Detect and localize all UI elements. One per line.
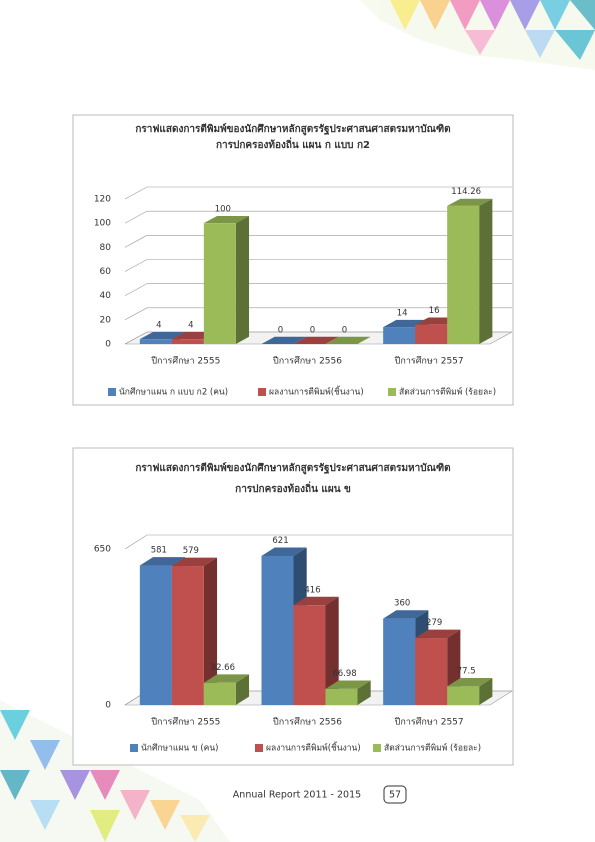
bar-top — [447, 198, 493, 206]
data-label: 114.26 — [451, 187, 481, 197]
grid-line — [124, 259, 512, 272]
x-tick-label: ปีการศึกษา 2556 — [273, 717, 342, 728]
bar-top — [261, 336, 307, 344]
y-tick-label: 80 — [100, 243, 112, 253]
y-tick-label: 120 — [94, 195, 111, 205]
bar-side — [203, 557, 218, 705]
y-tick-label: 650 — [94, 545, 111, 555]
bar — [261, 555, 294, 705]
data-label: 66.98 — [332, 669, 356, 679]
page-number: 57 — [389, 790, 401, 801]
footer-text: Annual Report 2011 - 2015 — [233, 790, 361, 801]
bar-side — [479, 678, 493, 705]
y-tick-label: 20 — [100, 315, 112, 325]
legend-label: นักศึกษาแผน ก แบบ ก2 (คน) — [119, 388, 228, 398]
bar-top — [139, 557, 186, 566]
bar — [171, 566, 204, 705]
chart-subtitle: การปกครองท้องถิ่น แผน ข — [235, 481, 351, 495]
data-label: 77.5 — [457, 667, 476, 677]
bar-top — [415, 629, 461, 639]
bar-top — [139, 331, 186, 340]
grid-line — [124, 210, 512, 224]
grid-line — [124, 307, 512, 321]
bar — [139, 565, 172, 705]
bar-side — [479, 198, 493, 344]
bar-top — [261, 547, 307, 556]
bar — [383, 327, 416, 344]
y-tick-label: 60 — [100, 267, 112, 277]
bar — [415, 324, 448, 344]
data-label: 16 — [429, 306, 440, 316]
x-tick-label: ปีการศึกษา 2557 — [395, 717, 464, 728]
data-label: 0 — [278, 325, 283, 335]
bar-top — [447, 678, 493, 687]
data-label: 581 — [151, 546, 167, 556]
legend-label: นักศึกษาแผน ข (คน) — [141, 744, 219, 754]
x-tick-label: ปีการศึกษา 2556 — [273, 356, 342, 367]
bar — [415, 638, 448, 705]
data-label: 621 — [272, 536, 288, 546]
bar — [383, 618, 416, 705]
y-tick-label: 40 — [100, 291, 112, 301]
data-label: 100 — [215, 204, 231, 214]
page-number-box — [383, 785, 407, 804]
bar-top — [325, 680, 371, 689]
legend-swatch — [258, 388, 266, 396]
bar-top — [293, 596, 339, 606]
y-tick-label: 100 — [94, 219, 111, 229]
bar-side — [357, 680, 371, 705]
legend-swatch — [373, 744, 381, 752]
bar — [447, 686, 480, 705]
y-tick-label: 0 — [105, 701, 111, 711]
bar-top — [383, 610, 429, 619]
bar-side — [235, 215, 250, 344]
data-label: 279 — [426, 618, 442, 628]
legend-swatch — [255, 744, 263, 752]
legend-label: สัดส่วนการตีพิมพ์ (ร้อยละ) — [399, 387, 496, 398]
data-label: 4 — [188, 320, 193, 330]
bar — [203, 223, 236, 344]
legend-swatch — [130, 744, 138, 752]
x-tick-label: ปีการศึกษา 2557 — [395, 356, 464, 367]
x-tick-label: ปีการศึกษา 2555 — [151, 356, 220, 367]
data-label: 92.66 — [211, 663, 235, 673]
y-tick-label: 0 — [105, 340, 111, 350]
data-label: 0 — [342, 325, 347, 335]
bar-side — [235, 674, 250, 705]
data-label: 4 — [156, 320, 161, 330]
data-label: 0 — [310, 325, 315, 335]
bar-top — [203, 674, 250, 683]
data-label: 360 — [394, 599, 410, 609]
bar — [293, 605, 326, 705]
bar — [447, 205, 480, 344]
bar-top — [293, 336, 339, 344]
grid-line — [124, 235, 512, 248]
bar-top — [203, 215, 250, 224]
chart-title: กราฟแสดงการตีพิมพ์ของนักศึกษาหลักสูตรรัฐ… — [135, 123, 450, 136]
bar — [203, 682, 236, 705]
legend-swatch — [108, 388, 116, 396]
data-label: 14 — [397, 308, 408, 318]
bar-top — [171, 557, 218, 567]
legend-label: สัดส่วนการตีพิมพ์ (ร้อยละ) — [384, 743, 481, 754]
grid-line — [124, 283, 512, 296]
x-tick-label: ปีการศึกษา 2555 — [151, 717, 220, 728]
data-label: 579 — [183, 546, 199, 556]
bar-side — [325, 596, 339, 705]
legend-swatch — [388, 388, 396, 396]
grid-line — [124, 534, 512, 550]
bar-top — [325, 336, 371, 344]
chart-subtitle: การปกครองท้องถิ่น แผน ก แบบ ก2 — [216, 137, 370, 151]
data-label: 416 — [304, 585, 320, 595]
legend-label: ผลงานการตีพิมพ์(ชิ้นงาน) — [266, 742, 361, 754]
bar — [139, 339, 172, 344]
chart-title: กราฟแสดงการตีพิมพ์ของนักศึกษาหลักสูตรรัฐ… — [135, 462, 450, 475]
legend-label: ผลงานการตีพิมพ์(ชิ้นงาน) — [269, 386, 364, 398]
grid-line — [124, 186, 512, 200]
bar — [171, 339, 204, 344]
bar — [325, 688, 358, 705]
